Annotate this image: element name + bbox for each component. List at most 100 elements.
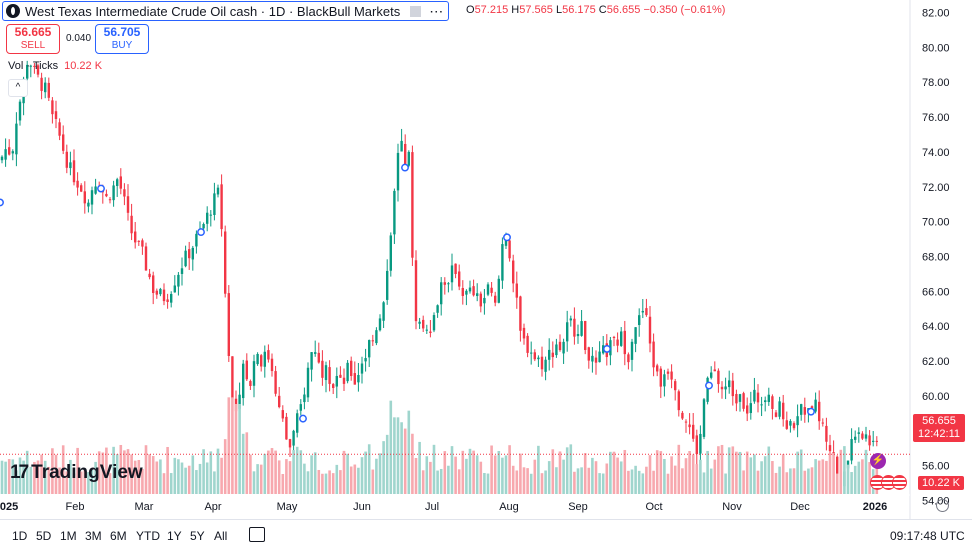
y-tick-label: 70.00 — [922, 217, 950, 229]
volume-bar — [551, 449, 555, 494]
candle-body — [422, 319, 425, 329]
utc-clock[interactable]: 09:17:48 UTC — [890, 529, 965, 543]
volume-bar — [303, 463, 306, 494]
tradingview-logo[interactable]: 17 TradingView — [10, 462, 143, 484]
volume-bar — [209, 451, 213, 494]
candle-body — [87, 202, 90, 207]
volume-bar — [43, 460, 47, 494]
candle-body — [519, 296, 522, 331]
x-tick-label: Sep — [568, 501, 588, 513]
flag-icon[interactable] — [410, 5, 422, 17]
volume-bar — [853, 465, 857, 494]
volume-bar — [645, 466, 648, 494]
volume-bar — [97, 451, 101, 494]
volume-bar — [475, 455, 479, 494]
candle-body — [83, 191, 86, 204]
candle-body — [616, 339, 619, 346]
range-all-button[interactable]: All — [214, 529, 228, 543]
volume-bar — [299, 450, 303, 494]
volume-bar — [519, 453, 522, 494]
candle-body — [774, 412, 778, 417]
symbol-search-button[interactable]: West Texas Intermediate Crude Oil cash ·… — [2, 1, 450, 21]
volume-bar — [155, 461, 159, 494]
range-1d-button[interactable]: 1D — [12, 529, 28, 543]
candle-body — [238, 394, 241, 409]
candle-body — [522, 327, 526, 339]
candle-body — [659, 368, 662, 387]
volume-bar — [313, 452, 317, 494]
candle-body — [735, 393, 738, 404]
volume-bar — [875, 455, 879, 494]
range-3m-button[interactable]: 3M — [85, 529, 102, 543]
candle-body — [742, 393, 745, 409]
gear-icon[interactable] — [936, 499, 949, 512]
candle-body — [44, 82, 47, 93]
candle-body — [263, 351, 266, 367]
x-tick-label: Mar — [135, 501, 154, 513]
candle-body — [36, 65, 40, 75]
volume-bar — [18, 457, 22, 494]
range-5d-button[interactable]: 5D — [36, 529, 52, 543]
volume-bar — [15, 470, 18, 494]
collapse-legend-button[interactable]: ^ — [8, 79, 28, 97]
more-options-icon[interactable]: ⋯ — [429, 2, 443, 19]
volume-bar — [634, 465, 637, 494]
y-tick-label: 66.00 — [922, 286, 950, 298]
range-ytd-button[interactable]: YTD — [136, 529, 160, 543]
volume-bar — [61, 445, 65, 494]
volume-bar — [709, 468, 713, 494]
volume-bar — [328, 470, 331, 494]
volume-bar — [429, 461, 432, 494]
open-label: O — [466, 4, 475, 16]
volume-bar — [364, 451, 367, 494]
volume-bar — [36, 460, 40, 494]
lightning-icon[interactable]: ⚡ — [870, 453, 886, 469]
candle-body — [699, 433, 702, 454]
x-tick-label: Nov — [722, 501, 742, 513]
volume-bar — [162, 473, 166, 494]
volume-bar — [238, 404, 241, 494]
volume-bar — [771, 461, 774, 494]
candle-body — [108, 199, 112, 201]
volume-bar — [774, 472, 778, 494]
candle-body — [501, 244, 504, 281]
volume-bar — [450, 446, 454, 494]
buy-button[interactable]: 56.705 BUY — [95, 24, 149, 54]
candle-body — [209, 214, 212, 216]
range-5y-button[interactable]: 5Y — [190, 529, 205, 543]
volume-bar — [187, 465, 191, 494]
ohlc-values: O57.215 H57.565 L56.175 C56.655 −0.350 (… — [466, 4, 725, 16]
volume-bar — [195, 470, 198, 494]
x-tick-label: Apr — [204, 501, 221, 513]
volume-bar — [785, 472, 789, 494]
us-flag-icon[interactable] — [870, 475, 907, 490]
candle-body — [645, 308, 648, 316]
candle-body — [731, 380, 734, 397]
volume-bar — [616, 457, 619, 494]
candle-body — [216, 187, 220, 195]
volume-bar — [655, 450, 659, 494]
volume-bar — [396, 417, 400, 494]
volume-bar — [256, 464, 259, 494]
candle-body — [195, 233, 198, 247]
volume-bar — [11, 459, 15, 494]
candle-body — [677, 391, 680, 411]
volume-bar — [684, 458, 688, 494]
range-1m-button[interactable]: 1M — [60, 529, 77, 543]
candle-body — [494, 295, 497, 303]
volume-bar — [540, 473, 544, 494]
candle-body — [746, 405, 749, 414]
sell-button[interactable]: 56.665 SELL — [6, 24, 60, 54]
range-6m-button[interactable]: 6M — [110, 529, 127, 543]
high-value: 57.565 — [519, 4, 553, 16]
range-1y-button[interactable]: 1Y — [167, 529, 182, 543]
calendar-icon[interactable] — [249, 527, 265, 542]
candle-body — [684, 421, 688, 423]
volume-bar — [659, 451, 663, 494]
volume-legend[interactable]: Vol · Ticks 10.22 K — [8, 60, 102, 72]
volume-bar — [753, 454, 756, 494]
volume-bar — [339, 470, 342, 494]
volume-bar — [310, 455, 313, 494]
volume-bar — [479, 461, 483, 494]
